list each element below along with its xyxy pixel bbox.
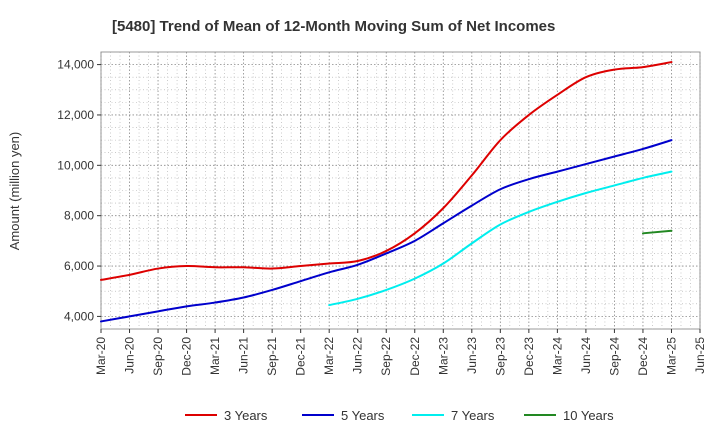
legend-label-10-years: 10 Years (563, 408, 614, 423)
y-axis-label: Amount (million yen) (7, 132, 22, 251)
plot-area (100, 51, 701, 330)
x-tick-label: Sep-24 (607, 337, 621, 376)
x-tick-label: Sep-20 (151, 337, 165, 376)
x-tick-label: Dec-23 (522, 337, 536, 376)
x-tick-label: Jun-24 (579, 337, 593, 374)
y-tick-label: 6,000 (64, 259, 94, 273)
x-axis: Mar-20 Jun-20 Sep-20 Dec-20 Mar-21 Jun-21 Sep-… (94, 329, 707, 376)
series-line-3-years (100, 61, 673, 281)
x-tick-label: Jun-20 (123, 337, 137, 374)
x-tick-label: Mar-22 (322, 337, 336, 375)
legend: 3 Years 5 Years 7 Years 10 Years (185, 408, 614, 423)
x-tick-label: Sep-22 (379, 337, 393, 376)
y-tick-label: 10,000 (57, 158, 94, 172)
x-tick-label: Mar-25 (664, 337, 678, 375)
grid-lines (100, 52, 701, 329)
x-tick-label: Sep-21 (265, 337, 279, 376)
legend-label-3-years: 3 Years (224, 408, 268, 423)
x-tick-label: Jun-21 (237, 337, 251, 374)
y-tick-label: 12,000 (57, 108, 94, 122)
y-tick-label: 14,000 (57, 58, 94, 72)
series-line-5-years (100, 139, 673, 323)
x-tick-label: Jun-23 (465, 337, 479, 374)
x-tick-label: Jun-25 (693, 337, 707, 374)
y-tick-label: 8,000 (64, 209, 94, 223)
series-line-7-years (328, 170, 673, 307)
x-tick-label: Dec-21 (294, 337, 308, 376)
x-tick-label: Dec-20 (180, 337, 194, 376)
y-axis: 4,000 6,000 8,000 10,000 12,000 14,000 (57, 58, 101, 323)
legend-label-7-years: 7 Years (451, 408, 495, 423)
x-tick-label: Dec-24 (636, 337, 650, 376)
x-tick-label: Sep-23 (493, 337, 507, 376)
x-tick-label: Dec-22 (408, 337, 422, 376)
x-tick-label: Mar-21 (208, 337, 222, 375)
y-tick-label: 4,000 (64, 309, 94, 323)
series-line-10-years (641, 229, 673, 235)
x-tick-label: Mar-20 (94, 337, 108, 375)
chart-title: [5480] Trend of Mean of 12-Month Moving … (112, 18, 555, 35)
x-tick-label: Mar-24 (550, 337, 564, 375)
x-tick-label: Mar-23 (436, 337, 450, 375)
series-lines (100, 61, 673, 323)
x-tick-label: Jun-22 (351, 337, 365, 374)
legend-label-5-years: 5 Years (341, 408, 385, 423)
